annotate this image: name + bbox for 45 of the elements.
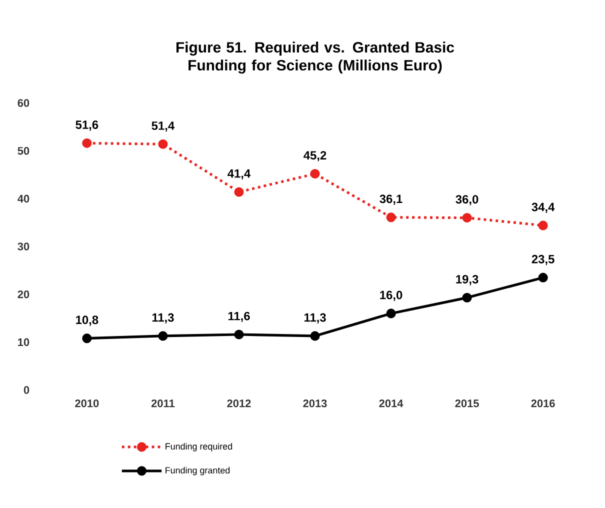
y-tick-label: 30 <box>18 242 30 250</box>
point <box>82 138 92 148</box>
legend-label: Funding required <box>166 442 232 452</box>
data-label: 19,3 <box>456 275 478 286</box>
y-tick-label: 20 <box>18 290 30 298</box>
point <box>158 139 168 149</box>
y-tick-label: 60 <box>18 99 30 107</box>
point <box>158 331 168 341</box>
y-tick-label: 0 <box>24 386 30 394</box>
data-label: 11,3 <box>304 313 326 324</box>
data-label: 45,2 <box>304 151 326 162</box>
point <box>234 187 244 197</box>
x-tick-label: 2012 <box>227 400 251 408</box>
y-tick-label: 50 <box>18 146 30 155</box>
point <box>538 220 548 230</box>
point <box>82 334 92 344</box>
x-tick-label: 2010 <box>75 400 99 408</box>
point <box>310 169 320 179</box>
data-label: 11,6 <box>228 312 250 322</box>
point <box>538 272 548 282</box>
point <box>462 292 472 302</box>
x-tick-label: 2014 <box>379 400 404 408</box>
data-label: 36,1 <box>380 194 402 205</box>
data-label: 51,4 <box>152 122 175 132</box>
y-tick-label: 10 <box>18 338 30 346</box>
chart-title: Figure 51. Required vs. Granted Basic Funding for Science (Millions Euro) <box>176 42 454 74</box>
x-tick-label: 2011 <box>151 400 175 408</box>
data-label: 10,8 <box>76 316 98 326</box>
x-tick-label: 2015 <box>455 400 479 408</box>
point <box>462 213 472 223</box>
data-label: 23,5 <box>532 254 554 266</box>
data-label: 16,0 <box>380 290 402 301</box>
data-label: 41,4 <box>228 169 251 180</box>
point <box>234 330 244 340</box>
point <box>386 212 396 222</box>
x-tick-label: 2013 <box>303 400 327 408</box>
y-tick-label: 40 <box>18 194 30 203</box>
data-label: 11,3 <box>152 313 174 324</box>
point <box>310 331 320 341</box>
point <box>386 308 396 318</box>
legend-label: Funding granted <box>166 466 230 476</box>
data-label: 34,4 <box>532 202 555 213</box>
data-label: 51,6 <box>76 120 98 131</box>
x-tick-label: 2016 <box>531 400 555 408</box>
data-label: 36,0 <box>456 195 478 206</box>
